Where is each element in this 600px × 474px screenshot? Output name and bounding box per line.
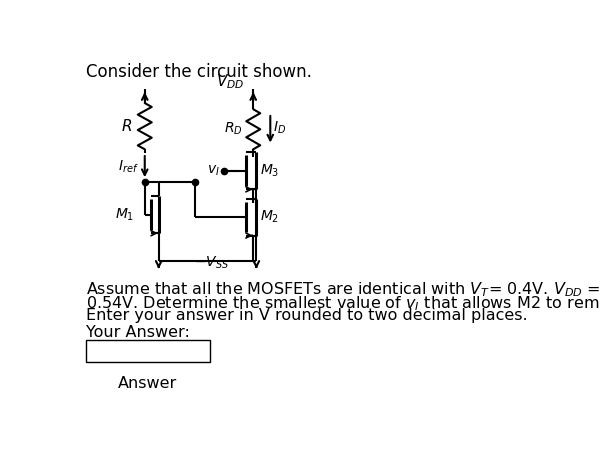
Text: $M_1$: $M_1$ bbox=[115, 207, 134, 223]
FancyBboxPatch shape bbox=[86, 340, 210, 362]
Text: $I_D$: $I_D$ bbox=[274, 119, 287, 136]
Text: $M_3$: $M_3$ bbox=[260, 163, 280, 179]
Text: Assume that all the MOSFETs are identical with $V_T$= 0.4V. $V_{DD}$ = $V_{SS}$ : Assume that all the MOSFETs are identica… bbox=[86, 280, 600, 299]
Text: R: R bbox=[122, 118, 133, 134]
Text: $I_{ref}$: $I_{ref}$ bbox=[118, 158, 139, 175]
Text: Consider the circuit shown.: Consider the circuit shown. bbox=[86, 63, 312, 81]
Text: $M_2$: $M_2$ bbox=[260, 209, 280, 225]
Text: Your Answer:: Your Answer: bbox=[86, 325, 190, 340]
Text: Answer: Answer bbox=[118, 376, 178, 391]
Text: 0.54V. Determine the smallest value of $v_I$ that allows M2 to remain in saturat: 0.54V. Determine the smallest value of $… bbox=[86, 294, 600, 313]
Text: $V_{DD}$: $V_{DD}$ bbox=[216, 72, 244, 91]
Text: Enter your answer in V rounded to two decimal places.: Enter your answer in V rounded to two de… bbox=[86, 308, 527, 323]
Text: $v_I$: $v_I$ bbox=[207, 164, 220, 178]
Text: $-V_{SS}$: $-V_{SS}$ bbox=[194, 255, 229, 271]
Text: $R_D$: $R_D$ bbox=[224, 121, 242, 137]
